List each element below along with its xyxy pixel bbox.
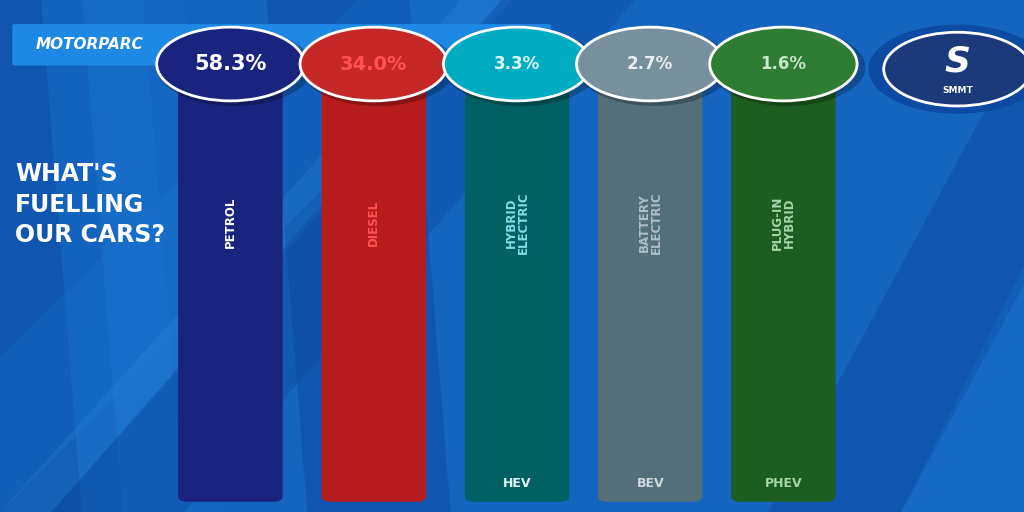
Text: MOTORPARC: MOTORPARC xyxy=(36,36,143,52)
Text: BATTERY
ELECTRIC: BATTERY ELECTRIC xyxy=(638,191,663,254)
Text: S: S xyxy=(944,45,971,78)
Circle shape xyxy=(443,28,599,106)
Text: DIESEL: DIESEL xyxy=(368,200,380,246)
Text: 34.0%: 34.0% xyxy=(340,54,408,74)
FancyBboxPatch shape xyxy=(465,82,569,502)
Text: PLUG-IN
HYBRID: PLUG-IN HYBRID xyxy=(771,196,796,250)
Circle shape xyxy=(710,28,865,106)
Circle shape xyxy=(577,28,732,106)
FancyBboxPatch shape xyxy=(178,82,283,502)
Text: 3.3%: 3.3% xyxy=(494,55,541,73)
Polygon shape xyxy=(143,0,307,512)
Circle shape xyxy=(443,27,591,101)
Circle shape xyxy=(157,27,304,101)
Text: 2.7%: 2.7% xyxy=(627,55,674,73)
FancyBboxPatch shape xyxy=(598,82,702,502)
Text: HEV: HEV xyxy=(503,477,531,490)
Polygon shape xyxy=(768,0,1024,512)
Text: HYBRID
ELECTRIC: HYBRID ELECTRIC xyxy=(505,191,529,254)
Text: SMMT: SMMT xyxy=(942,86,973,95)
Circle shape xyxy=(577,27,724,101)
Polygon shape xyxy=(41,0,225,512)
Text: 1.6%: 1.6% xyxy=(761,55,806,73)
Circle shape xyxy=(300,28,456,106)
Circle shape xyxy=(710,27,857,101)
Circle shape xyxy=(300,27,447,101)
FancyBboxPatch shape xyxy=(731,82,836,502)
Polygon shape xyxy=(563,0,1024,512)
Text: BEV: BEV xyxy=(637,477,664,490)
Polygon shape xyxy=(901,0,1024,512)
FancyBboxPatch shape xyxy=(12,24,551,66)
Circle shape xyxy=(868,25,1024,114)
Polygon shape xyxy=(0,0,512,512)
Polygon shape xyxy=(266,0,451,512)
Polygon shape xyxy=(51,0,635,512)
Circle shape xyxy=(884,32,1024,106)
Text: PETROL: PETROL xyxy=(224,197,237,248)
Polygon shape xyxy=(0,0,123,512)
Text: 58.3%: 58.3% xyxy=(195,54,266,74)
Text: 2023 DATA: 2023 DATA xyxy=(189,36,272,52)
Text: PHEV: PHEV xyxy=(765,477,802,490)
Polygon shape xyxy=(0,0,512,512)
Text: WHAT'S
FUELLING
OUR CARS?: WHAT'S FUELLING OUR CARS? xyxy=(15,162,165,247)
FancyBboxPatch shape xyxy=(322,82,426,502)
Circle shape xyxy=(157,28,312,106)
